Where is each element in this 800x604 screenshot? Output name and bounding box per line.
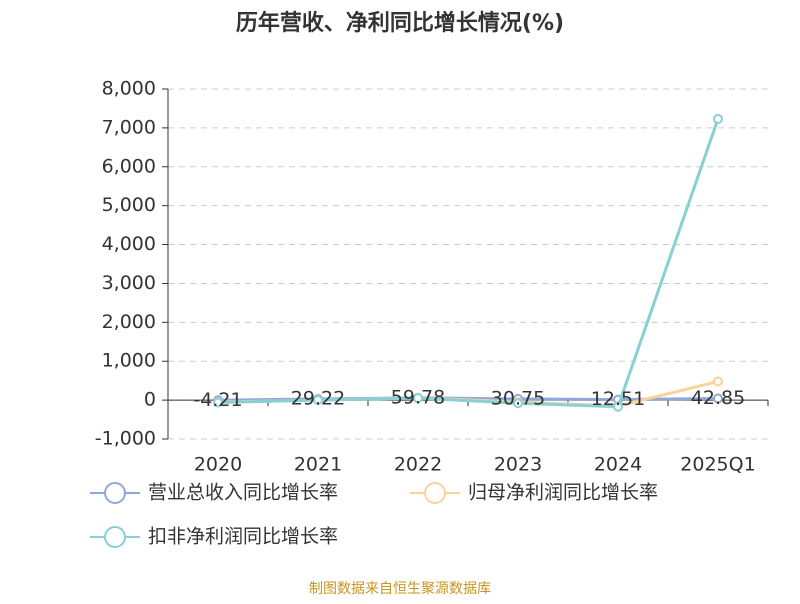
data-label: 42.85: [691, 387, 745, 409]
y-tick-label: 5,000: [102, 194, 156, 216]
data-label: 12.51: [591, 388, 645, 410]
data-point: [613, 401, 623, 412]
data-label: 30.75: [491, 387, 545, 409]
x-tick-label: 2025Q1: [680, 454, 755, 476]
legend-marker: [104, 526, 126, 548]
data-point: [713, 376, 723, 387]
y-tick-label: 6,000: [102, 155, 156, 177]
legend-label: 扣非净利润同比增长率: [148, 526, 338, 548]
x-tick-label: 2021: [294, 454, 342, 476]
data-point: [713, 113, 723, 124]
y-tick-label: 4,000: [102, 233, 156, 255]
data-label: 59.78: [391, 386, 445, 408]
y-tick-label: 0: [144, 389, 156, 411]
legend-marker: [104, 482, 126, 504]
y-tick-label: 2,000: [102, 311, 156, 333]
legend-marker: [424, 482, 446, 504]
y-tick-label: 8,000: [102, 78, 156, 100]
x-tick-label: 2023: [494, 454, 542, 476]
y-tick-label: 1,000: [102, 350, 156, 372]
x-tick-label: 2022: [394, 454, 442, 476]
data-point: [713, 393, 723, 404]
source-note: 制图数据来自恒生聚源数据库: [309, 581, 491, 597]
y-tick-label: 3,000: [102, 272, 156, 294]
data-point: [313, 395, 323, 406]
x-tick-label: 2020: [194, 454, 242, 476]
data-point: [513, 398, 523, 409]
series-line: [217, 118, 720, 409]
legend-label: 归母净利润同比增长率: [468, 482, 658, 504]
chart-title: 历年营收、净利同比增长情况(%): [236, 10, 564, 36]
data-point: [413, 393, 423, 404]
y-tick-label: 7,000: [102, 116, 156, 138]
legend-label: 营业总收入同比增长率: [148, 482, 338, 504]
data-label: -4.21: [193, 389, 242, 411]
data-point: [213, 397, 223, 408]
x-tick-label: 2024: [594, 454, 642, 476]
data-label: 29.22: [291, 387, 345, 409]
y-tick-label: -1,000: [95, 428, 156, 450]
